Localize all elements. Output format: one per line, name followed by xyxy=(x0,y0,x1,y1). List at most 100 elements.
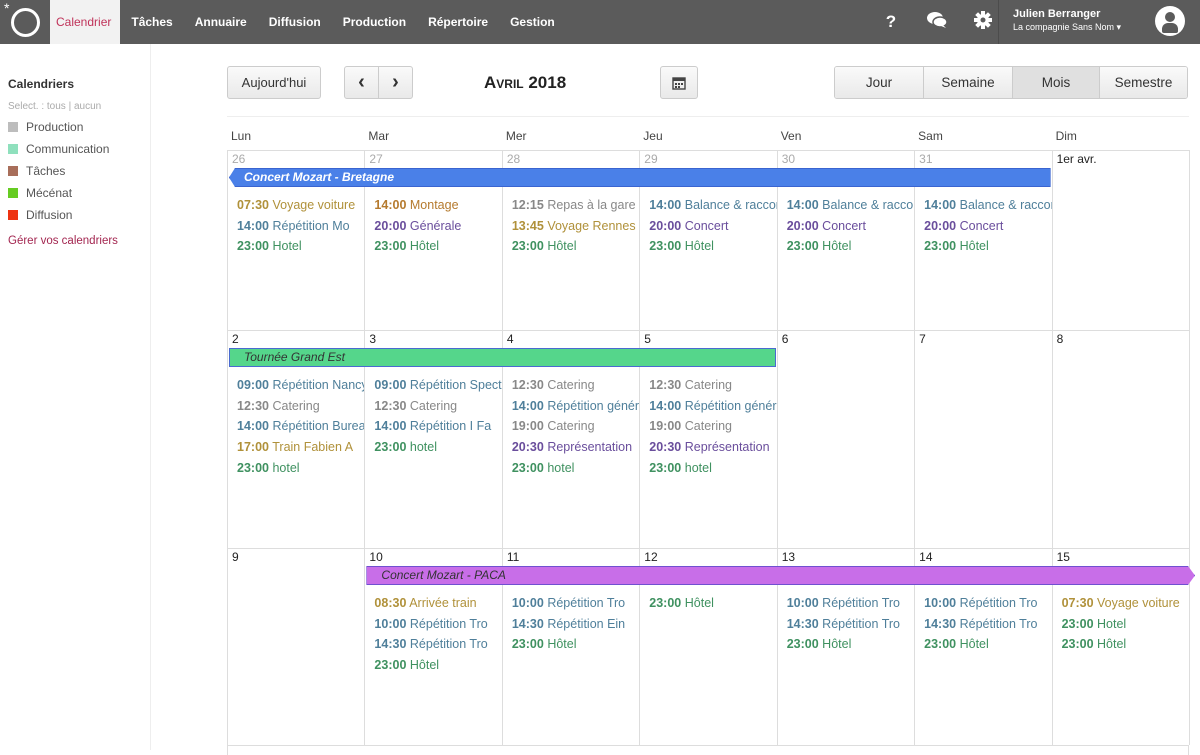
calendar-event[interactable]: 20:00 Concert xyxy=(919,219,1052,240)
multi-day-event[interactable]: Concert Mozart - Bretagne xyxy=(229,168,1051,187)
calendar-event[interactable]: 19:00 Catering xyxy=(507,419,640,440)
calendar-event[interactable]: 14:00 Balance & raccords xyxy=(782,198,915,219)
calendar-event[interactable]: 23:00 Hôtel xyxy=(782,239,915,260)
nav-item-6[interactable]: Gestion xyxy=(510,15,555,29)
day-cell[interactable]: 309:00 Répétition Spectacle12:30 Caterin… xyxy=(364,330,503,548)
calendar-event[interactable]: 07:30 Voyage voiture xyxy=(1057,596,1189,617)
calendar-event[interactable]: 09:00 Répétition Nancy xyxy=(232,378,365,399)
manage-calendars-link[interactable]: Gérer vos calendriers xyxy=(8,235,118,247)
calendar-event[interactable]: 14:00 Répétition Bureau xyxy=(232,419,365,440)
next-button[interactable]: › xyxy=(378,66,413,99)
day-cell[interactable]: 15 07:30 Voyage voiture 23:00 Hotel 23:00 H… xyxy=(1051,548,1190,745)
calendar-event[interactable]: 19:00 Catering xyxy=(644,419,777,440)
calendar-event[interactable]: 14:00 Balance & raccords xyxy=(919,198,1052,219)
calendar-event[interactable]: 14:00 Répétition générale xyxy=(507,399,640,420)
day-cell[interactable]: 2 09:00 Répétition Nancy 12:30 Catering 14:… xyxy=(227,330,366,548)
calendar-event[interactable]: 23:00 Hôtel xyxy=(644,596,777,617)
calendar-event[interactable]: 09:00 Répétition Spectacle xyxy=(369,378,502,399)
nav-item-3[interactable]: Diffusion xyxy=(268,15,321,29)
nav-item-4[interactable]: Production xyxy=(342,15,407,29)
calendar-event[interactable]: 14:00 Répétition générale xyxy=(644,399,777,420)
calendar-event[interactable]: 14:30 Répétition Tro xyxy=(919,617,1052,638)
calendar-event[interactable]: 10:00 Répétition Tro xyxy=(507,596,640,617)
day-cell[interactable]: 28 12:15 Repas à la gare 13:45 Voyage Renn… xyxy=(501,150,641,330)
nav-item-5[interactable]: Répertoire xyxy=(428,15,489,29)
view-3[interactable]: Semestre xyxy=(1099,67,1187,98)
prev-button[interactable]: ‹ xyxy=(344,66,379,99)
view-1[interactable]: Semaine xyxy=(923,67,1012,98)
day-cell[interactable]: 11 10:00 Répétition Tro 14:30 Répétition E… xyxy=(501,548,641,745)
calendar-event[interactable]: 10:00 Répétition Tro xyxy=(782,596,915,617)
calendar-event[interactable]: 20:00 Générale xyxy=(369,219,502,240)
calendar-event[interactable]: 14:00 Répétition I Fa xyxy=(369,419,502,440)
calendar-toggle[interactable]: Production xyxy=(8,120,150,134)
nav-item-0[interactable]: Calendrier xyxy=(50,0,121,44)
calendar-event[interactable]: 12:30 Catering xyxy=(232,399,365,420)
calendar-event[interactable]: 23:00 Hôtel xyxy=(507,637,640,658)
calendar-event[interactable]: 20:30 Représentation xyxy=(644,440,777,461)
calendar-event[interactable]: 23:00 Hôtel xyxy=(919,239,1052,260)
gear-icon[interactable] xyxy=(960,10,1006,34)
day-cell[interactable]: 13 10:00 Répétition Tro 14:30 Répétition T… xyxy=(776,548,916,745)
calendar-event[interactable]: 23:00 Hotel xyxy=(1057,617,1189,638)
calendar-event[interactable]: 23:00 Hôtel xyxy=(1057,637,1189,658)
help-icon[interactable]: ? xyxy=(885,12,897,31)
multi-day-event[interactable]: Concert Mozart - PACA xyxy=(366,566,1195,585)
day-cell[interactable]: 8 xyxy=(1051,330,1190,548)
calendar-event[interactable]: 23:00 hotel xyxy=(644,461,777,482)
nav-item-1[interactable]: Tâches xyxy=(131,15,173,29)
day-cell[interactable]: 7 xyxy=(914,330,1053,548)
select-all-none[interactable]: Select. : tous | aucun xyxy=(8,101,102,112)
calendar-event[interactable]: 23:00 hotel xyxy=(232,461,365,482)
calendar-event[interactable]: 23:00 hotel xyxy=(369,440,502,461)
calendar-event[interactable]: 12:30 Catering xyxy=(369,399,502,420)
calendar-event[interactable]: 07:30 Voyage voiture xyxy=(232,198,365,219)
today-button[interactable]: Aujourd'hui xyxy=(227,66,321,99)
calendar-toggle[interactable]: Communication xyxy=(8,142,150,156)
calendar-event[interactable]: 20:00 Concert xyxy=(782,219,915,240)
calendar-event[interactable]: 14:00 Répétition Mo xyxy=(232,219,365,240)
calendar-toggle[interactable]: Mécénat xyxy=(8,186,150,200)
calendar-event[interactable]: 20:30 Représentation xyxy=(507,440,640,461)
date-picker-button[interactable] xyxy=(660,66,698,99)
calendar-event[interactable]: 23:00 Hôtel xyxy=(782,637,915,658)
user-menu[interactable]: Julien Berranger La compagnie Sans Nom ▾ xyxy=(998,0,1121,44)
calendar-event[interactable]: 12:30 Catering xyxy=(644,378,777,399)
calendar-event[interactable]: 23:00 Hotel xyxy=(232,239,365,260)
calendar-event[interactable]: 08:30 Arrivée train xyxy=(369,596,502,617)
day-cell[interactable]: 1er avr. xyxy=(1051,150,1190,330)
calendar-event[interactable]: 23:00 Hôtel xyxy=(507,239,640,260)
calendar-event[interactable]: 12:30 Catering xyxy=(507,378,640,399)
calendar-event[interactable]: 13:45 Voyage Rennes xyxy=(507,219,640,240)
app-logo[interactable]: * xyxy=(0,0,50,44)
view-2[interactable]: Mois xyxy=(1012,67,1099,98)
day-cell[interactable]: 27 14:00 Montage 20:00 Générale 23:00 Hôtel xyxy=(364,150,503,330)
calendar-event[interactable]: 23:00 Hôtel xyxy=(919,637,1052,658)
calendar-event[interactable]: 10:00 Répétition Tro xyxy=(369,617,502,638)
day-cell[interactable]: 12 23:00 Hôtel xyxy=(639,548,778,745)
nav-item-2[interactable]: Annuaire xyxy=(194,15,247,29)
calendar-event[interactable]: 20:00 Concert xyxy=(644,219,777,240)
day-cell[interactable]: 6 xyxy=(776,330,916,548)
calendar-event[interactable]: 14:30 Répétition Tro xyxy=(782,617,915,638)
calendar-event[interactable]: 23:00 Hôtel xyxy=(369,658,502,679)
calendar-event[interactable]: 17:00 Train Fabien A xyxy=(232,440,365,461)
calendar-event[interactable]: 14:30 Répétition Tro xyxy=(369,637,502,658)
day-cell[interactable]: 9 xyxy=(227,548,366,745)
calendar-event[interactable]: 12:15 Repas à la gare xyxy=(507,198,640,219)
chat-icon[interactable] xyxy=(914,11,960,34)
calendar-event[interactable]: 23:00 Hôtel xyxy=(644,239,777,260)
calendar-toggle[interactable]: Diffusion xyxy=(8,208,150,222)
calendar-event[interactable]: 23:00 Hôtel xyxy=(369,239,502,260)
calendar-event[interactable]: 10:00 Répétition Tro xyxy=(919,596,1052,617)
day-cell[interactable]: 26 07:30 Voyage voiture 14:00 Répétition M… xyxy=(227,150,366,330)
calendar-event[interactable]: 23:00 hotel xyxy=(507,461,640,482)
company-dropdown[interactable]: La compagnie Sans Nom ▾ xyxy=(1013,22,1122,32)
view-0[interactable]: Jour xyxy=(835,67,923,98)
day-cell[interactable]: 10 08:30 Arrivée train 10:00 Répétition Tr… xyxy=(364,548,503,745)
